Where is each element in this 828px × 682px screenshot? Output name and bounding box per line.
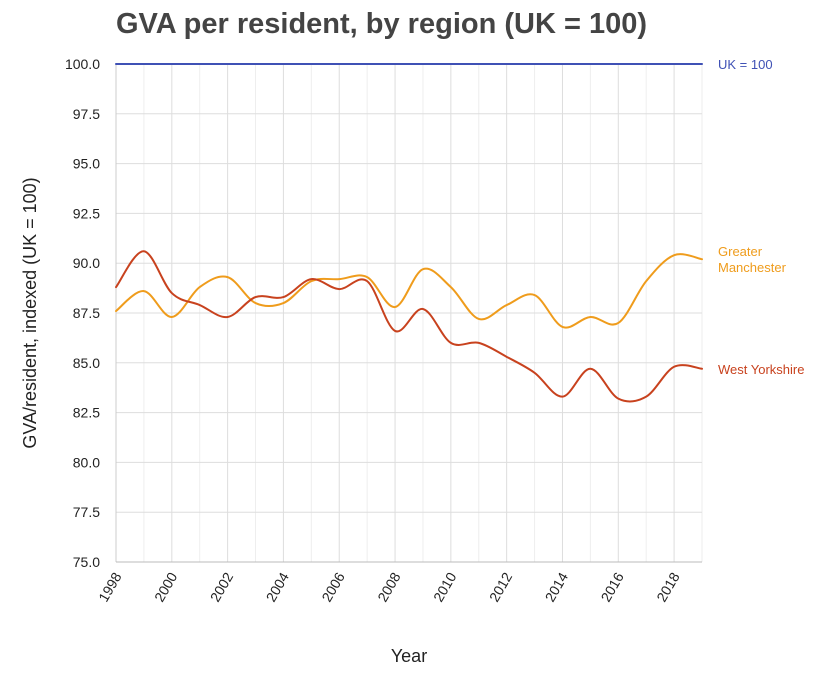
x-axis-ticks: 1998 2000 2002 2004 2006 2008 2010 2012 2014 2016… <box>95 569 683 604</box>
y-tick-label: 77.5 <box>73 504 100 520</box>
y-tick-label: 92.5 <box>73 205 100 221</box>
y-tick-label: 90.0 <box>73 255 100 271</box>
y-axis-title: GVA/resident, indexed (UK = 100) <box>20 177 40 448</box>
series-label-line: West Yorkshire <box>718 362 804 377</box>
series-label-line: UK = 100 <box>718 57 773 72</box>
series-label-west-yorkshire: West Yorkshire <box>718 362 804 377</box>
x-tick-label: 2004 <box>263 569 293 604</box>
y-tick-label: 95.0 <box>73 156 100 172</box>
x-tick-label: 2018 <box>653 569 683 604</box>
y-tick-label: 100.0 <box>65 56 100 72</box>
x-tick-label: 2014 <box>542 569 572 604</box>
x-axis-title: Year <box>391 646 427 666</box>
y-axis-ticks: 75.0 77.5 80.0 82.5 85.0 87.5 90.0 92.5 95.0 97.5… <box>65 56 100 570</box>
x-tick-label: 2000 <box>151 569 181 604</box>
series-line-greater-manchester <box>115 253 703 329</box>
series-labels: UK = 100 Greater Manchester West Yorkshire <box>718 57 804 377</box>
y-tick-label: 87.5 <box>73 305 100 321</box>
x-tick-label: 2010 <box>430 569 460 604</box>
y-tick-label: 97.5 <box>73 106 100 122</box>
series-label-line: Greater <box>718 244 763 259</box>
series-label-line: Manchester <box>718 260 787 275</box>
x-tick-label: 2006 <box>318 569 348 604</box>
y-tick-label: 75.0 <box>73 554 100 570</box>
chart-grid <box>115 63 703 563</box>
x-tick-label: 2008 <box>374 569 404 604</box>
y-tick-label: 82.5 <box>73 405 100 421</box>
series-label-greater-manchester: Greater Manchester <box>718 244 787 275</box>
x-tick-label: 2016 <box>597 569 627 604</box>
series-label-uk-100: UK = 100 <box>718 57 773 72</box>
y-tick-label: 85.0 <box>73 355 100 371</box>
chart-title: GVA per resident, by region (UK = 100) <box>116 8 647 40</box>
series-line-west-yorkshire <box>115 250 703 403</box>
series-lines <box>115 62 703 403</box>
x-tick-label: 1998 <box>95 569 125 604</box>
x-tick-label: 2012 <box>486 569 516 604</box>
x-tick-label: 2002 <box>207 569 237 604</box>
y-tick-label: 80.0 <box>73 454 100 470</box>
